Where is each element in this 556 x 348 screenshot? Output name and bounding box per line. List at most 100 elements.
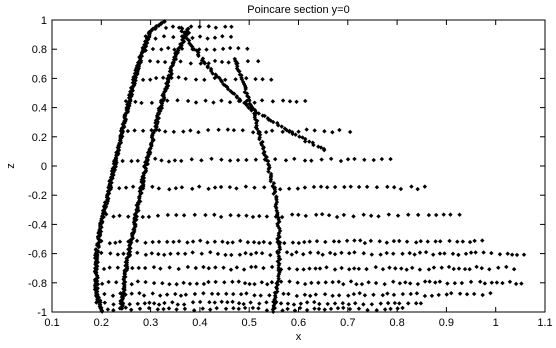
y-tick-label: -0.4 xyxy=(28,219,47,231)
data-point xyxy=(190,35,195,41)
data-point xyxy=(437,279,443,284)
data-point xyxy=(346,267,352,272)
data-point xyxy=(115,265,121,270)
data-point xyxy=(137,290,142,296)
data-point xyxy=(456,252,461,258)
data-point xyxy=(255,118,260,124)
data-point xyxy=(283,158,289,163)
data-point xyxy=(464,292,470,297)
data-point xyxy=(97,238,103,243)
data-point xyxy=(126,247,131,252)
data-point xyxy=(118,140,123,145)
data-point xyxy=(231,291,236,297)
data-point xyxy=(201,281,207,287)
data-point xyxy=(95,275,100,280)
data-point xyxy=(243,184,249,189)
data-point xyxy=(459,280,465,286)
data-point xyxy=(338,158,344,164)
data-point xyxy=(200,306,205,311)
data-point xyxy=(296,129,301,134)
data-point xyxy=(384,240,390,245)
data-point xyxy=(500,280,505,286)
data-point xyxy=(130,265,135,271)
data-point xyxy=(149,251,155,256)
data-point xyxy=(238,292,244,297)
data-point xyxy=(447,238,452,244)
data-point xyxy=(197,184,202,189)
data-point xyxy=(139,100,144,106)
data-point xyxy=(194,48,199,53)
data-point xyxy=(445,281,450,286)
data-point xyxy=(120,158,125,164)
data-point xyxy=(209,291,215,296)
data-point xyxy=(181,36,186,41)
data-point xyxy=(316,306,322,312)
data-point xyxy=(268,252,273,258)
data-point xyxy=(127,245,133,251)
data-point xyxy=(230,299,235,305)
data-point xyxy=(257,135,262,140)
data-point xyxy=(102,291,107,297)
data-point xyxy=(141,293,147,298)
data-point xyxy=(369,252,374,257)
data-point xyxy=(167,187,172,192)
data-point xyxy=(336,293,342,298)
data-point xyxy=(243,85,248,90)
data-point xyxy=(261,239,266,245)
data-point xyxy=(246,95,251,100)
data-point xyxy=(450,251,456,256)
data-point xyxy=(164,239,170,245)
data-point xyxy=(185,264,191,270)
data-point xyxy=(439,265,444,270)
data-point xyxy=(261,265,266,271)
data-point xyxy=(441,212,446,217)
data-point xyxy=(407,250,412,256)
data-point xyxy=(384,250,389,256)
data-point xyxy=(312,128,317,133)
y-tick-label: 0 xyxy=(41,161,47,173)
data-point xyxy=(471,291,477,297)
data-point xyxy=(216,127,221,132)
data-point xyxy=(132,128,137,133)
data-point xyxy=(322,307,327,312)
data-point xyxy=(176,239,182,244)
data-point xyxy=(412,252,417,257)
data-point xyxy=(275,123,281,128)
data-point xyxy=(474,264,479,270)
data-point xyxy=(274,194,279,199)
data-point xyxy=(187,281,193,287)
data-point xyxy=(202,77,207,83)
data-point xyxy=(417,267,423,272)
data-point xyxy=(521,252,527,257)
data-point xyxy=(136,66,141,71)
data-point xyxy=(264,308,270,313)
data-point xyxy=(497,252,503,257)
data-point xyxy=(239,75,244,80)
data-point xyxy=(480,292,485,298)
data-point xyxy=(242,305,248,311)
data-point xyxy=(181,302,187,307)
data-point xyxy=(153,36,158,41)
data-point xyxy=(253,157,259,162)
data-point xyxy=(264,214,270,219)
data-point xyxy=(149,100,155,106)
data-point xyxy=(166,306,172,311)
data-point xyxy=(240,128,245,133)
data-point xyxy=(186,26,191,31)
data-point xyxy=(302,185,308,190)
data-point xyxy=(147,29,152,35)
data-point xyxy=(286,186,292,191)
data-point xyxy=(227,45,233,51)
data-point xyxy=(395,306,400,311)
data-point xyxy=(462,266,468,272)
data-point xyxy=(205,36,210,41)
data-point xyxy=(295,280,300,285)
data-point xyxy=(385,291,390,296)
data-point xyxy=(176,75,181,80)
data-point xyxy=(151,264,157,270)
data-point xyxy=(117,239,123,244)
data-point xyxy=(259,251,265,256)
data-point xyxy=(233,58,238,64)
data-point xyxy=(126,214,131,219)
data-point xyxy=(123,185,129,190)
